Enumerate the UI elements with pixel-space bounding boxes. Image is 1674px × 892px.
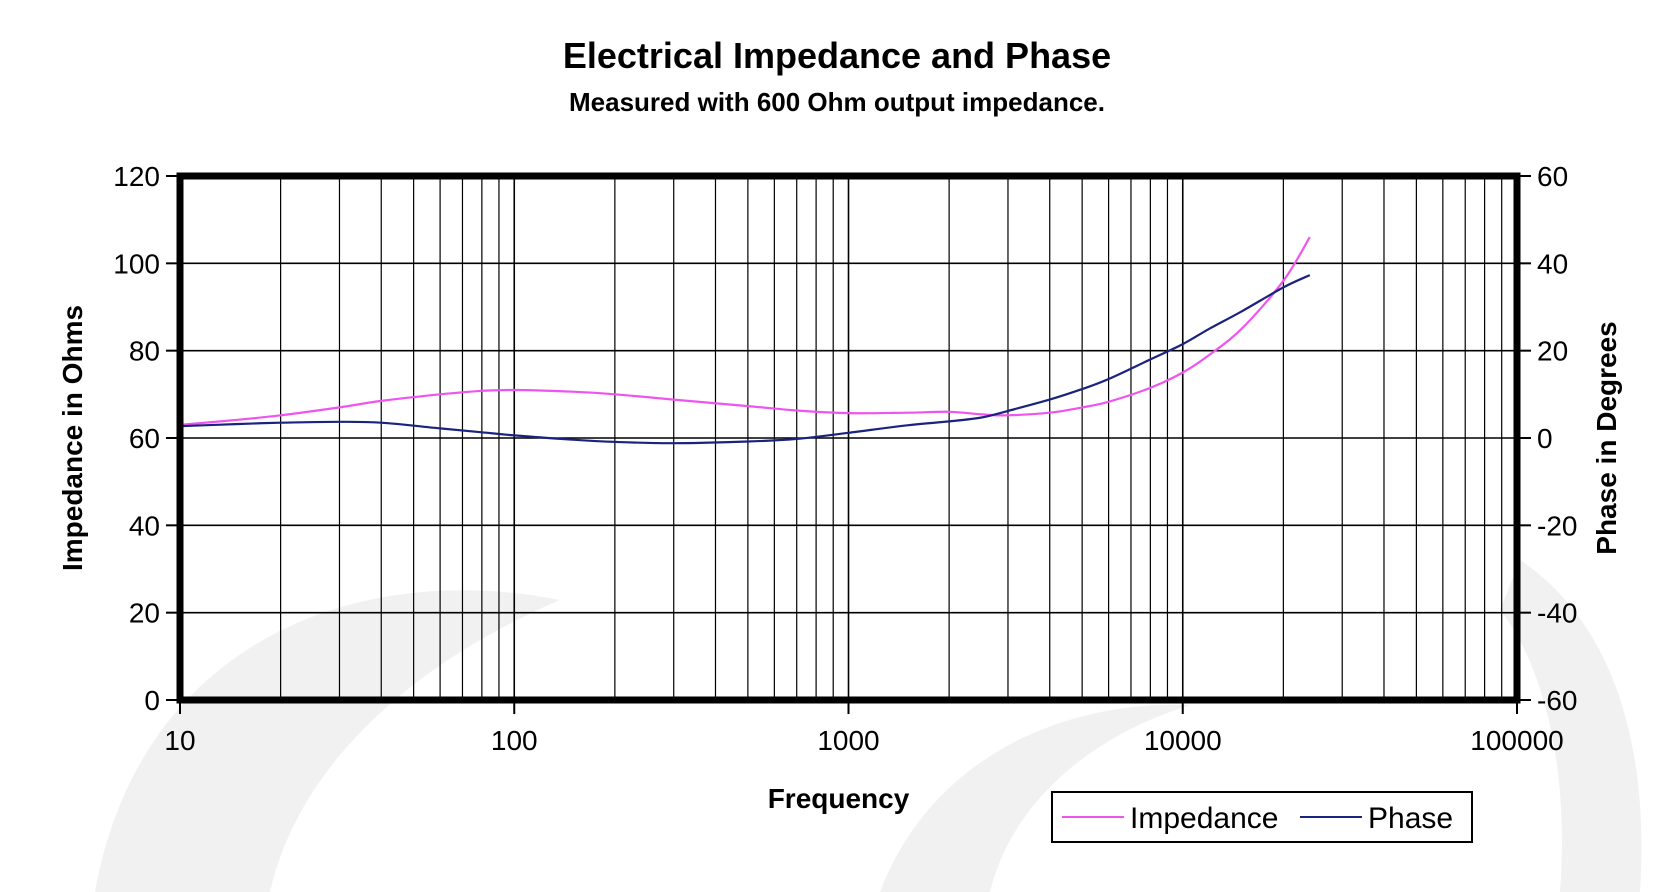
series-layer — [179, 236, 1311, 445]
x-tick-label: 10000 — [1144, 725, 1222, 756]
x-tick-label: 1000 — [817, 725, 879, 756]
y-tick-label: 20 — [129, 598, 160, 629]
y2-axis-ticks: -60 -40 -20 0 20 40 60 — [1517, 161, 1577, 716]
y-tick-label: 60 — [129, 423, 160, 454]
y2-axis-label: Phase in Degrees — [1591, 321, 1622, 554]
y2-tick-label: 20 — [1537, 336, 1568, 367]
x-axis-label: Frequency — [768, 783, 910, 814]
x-tick-label: 100000 — [1470, 725, 1563, 756]
legend-phase-label: Phase — [1368, 802, 1453, 835]
y2-tick-label: -20 — [1537, 510, 1577, 541]
legend-impedance-label: Impedance — [1130, 802, 1278, 835]
grid — [180, 176, 1517, 700]
y-axis-ticks: 0 20 40 60 80 100 120 — [113, 161, 180, 716]
y-axis-label: Impedance in Ohms — [57, 305, 88, 571]
y-tick-label: 100 — [113, 248, 160, 279]
y2-tick-label: 0 — [1537, 423, 1553, 454]
y2-tick-label: -60 — [1537, 685, 1577, 716]
legend: Impedance Phase — [1051, 791, 1473, 843]
y-tick-label: 0 — [144, 685, 160, 716]
series-line-impedance — [179, 236, 1311, 426]
y2-tick-label: -40 — [1537, 598, 1577, 629]
x-tick-label: 100 — [491, 725, 538, 756]
y2-tick-label: 40 — [1537, 248, 1568, 279]
y2-tick-label: 60 — [1537, 161, 1568, 192]
watermark — [95, 560, 1642, 892]
chart-title: Electrical Impedance and Phase — [563, 35, 1111, 76]
x-tick-label: 10 — [164, 725, 195, 756]
y-tick-label: 80 — [129, 336, 160, 367]
y-tick-label: 40 — [129, 510, 160, 541]
chart-subtitle: Measured with 600 Ohm output impedance. — [569, 87, 1105, 117]
series-line-phase — [179, 274, 1311, 445]
y-tick-label: 120 — [113, 161, 160, 192]
x-axis-ticks: 10 100 1000 10000 100000 — [164, 700, 1564, 756]
